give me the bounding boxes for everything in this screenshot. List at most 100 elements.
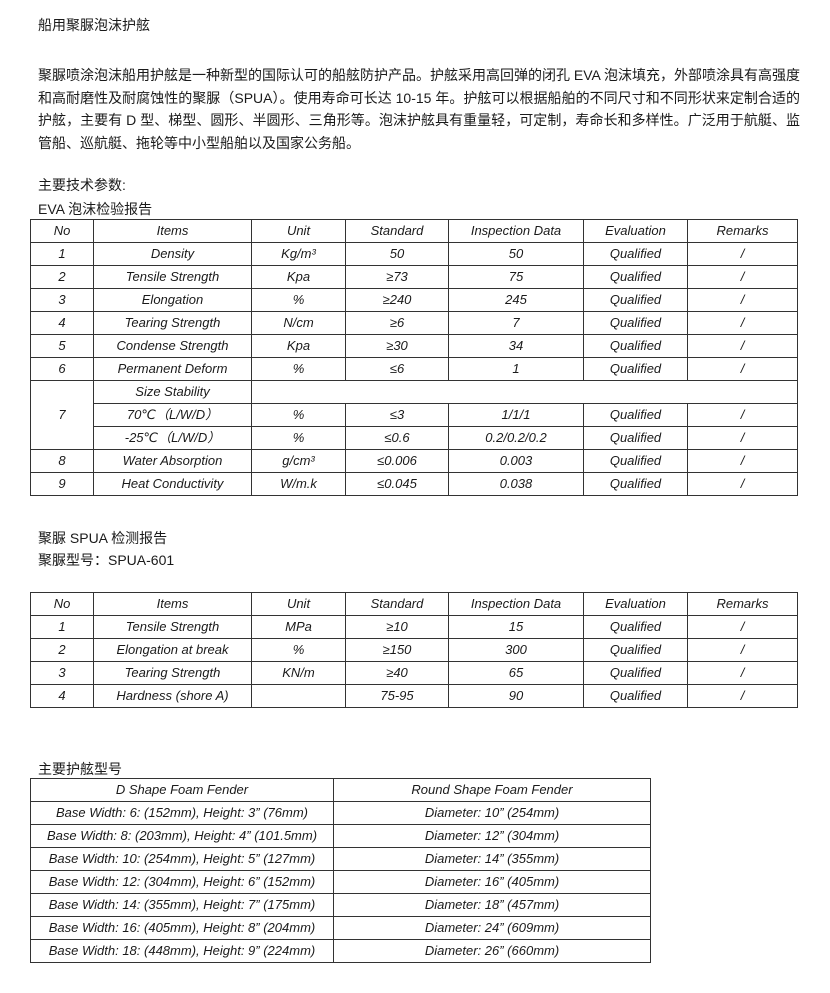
table-cell: 1: [30, 242, 94, 266]
table-cell: Heat Conductivity: [93, 472, 252, 496]
table-cell: /: [687, 638, 798, 662]
table-cell: 0.2/0.2/0.2: [448, 426, 584, 450]
table-cell: 50: [448, 242, 584, 266]
table-cell: Qualified: [583, 615, 688, 639]
table-cell: ≥30: [345, 334, 449, 358]
table-cell: /: [687, 661, 798, 685]
table-cell: 4: [30, 684, 94, 708]
table-cell: ≥73: [345, 265, 449, 289]
table-row: 1 Tensile Strength MPa ≥10 15 Qualified /: [30, 615, 798, 639]
table-cell: Inspection Data: [448, 592, 584, 616]
table-cell: Diameter: 18” (457mm): [333, 893, 651, 917]
table-row: 4 Hardness (shore A) 75-95 90 Qualified /: [30, 684, 798, 708]
table-cell: 5: [30, 334, 94, 358]
table-cell: 3: [30, 661, 94, 685]
eva-table: No Items Unit Standard Inspection Data Evalua…: [30, 219, 798, 496]
table-cell: Qualified: [583, 242, 688, 266]
table-cell: Qualified: [583, 661, 688, 685]
table-cell: Hardness (shore A): [93, 684, 252, 708]
table-cell: /: [687, 242, 798, 266]
table-cell: KN/m: [251, 661, 346, 685]
table-row: 8 Water Absorption g/cm³ ≤0.006 0.003 Qualifi…: [30, 449, 798, 473]
table-cell: %: [251, 357, 346, 381]
table-cell: Diameter: 24” (609mm): [333, 916, 651, 940]
table-cell: /: [687, 426, 798, 450]
table-row: 70℃（L/W/D）% ≤3 1/1/1 Qualified /: [31, 403, 798, 427]
table-cell: Base Width: 16: (405mm), Height: 8” (204…: [30, 916, 334, 940]
table-cell: Diameter: 10” (254mm): [333, 801, 651, 825]
table-cell: Unit: [251, 219, 346, 243]
table-cell: Condense Strength: [93, 334, 252, 358]
table-cell: ≤0.045: [345, 472, 449, 496]
table-row: Base Width: 12: (304mm), Height: 6” (152…: [30, 870, 651, 894]
table-row: 2 Elongation at break% ≥150 300 Qualified /: [30, 638, 798, 662]
table-row: Base Width: 16: (405mm), Height: 8” (204…: [30, 916, 651, 940]
table-cell: /: [687, 311, 798, 335]
table-cell: N/cm: [251, 311, 346, 335]
table-cell: [251, 684, 346, 708]
table-cell: Kg/m³: [251, 242, 346, 266]
table-cell: ≤3: [345, 403, 449, 427]
table-row: Base Width: 6: (152mm), Height: 3” (76mm…: [30, 801, 651, 825]
table-cell: No: [30, 219, 94, 243]
table-cell: Base Width: 8: (203mm), Height: 4” (101.…: [30, 824, 334, 848]
table-cell: 1: [448, 357, 584, 381]
table-cell: Unit: [251, 592, 346, 616]
table-cell: Diameter: 12” (304mm): [333, 824, 651, 848]
table-cell: 1/1/1: [448, 403, 584, 427]
table-cell: ≥10: [345, 615, 449, 639]
table-cell: Base Width: 14: (355mm), Height: 7” (175…: [30, 893, 334, 917]
table-row: Base Width: 14: (355mm), Height: 7” (175…: [30, 893, 651, 917]
table-cell: 34: [448, 334, 584, 358]
table-cell: ≥240: [345, 288, 449, 312]
table-cell: Qualified: [583, 638, 688, 662]
table-cell: 15: [448, 615, 584, 639]
table-cell: ≤0.006: [345, 449, 449, 473]
table-row: 9 Heat Conductivity W/m.k ≤0.045 0.038 Qualif…: [30, 472, 798, 496]
table-row: Base Width: 8: (203mm), Height: 4” (101.…: [30, 824, 651, 848]
models-heading: 主要护舷型号: [38, 761, 122, 777]
table-cell: 7: [448, 311, 584, 335]
table-cell: MPa: [251, 615, 346, 639]
spua-model: 聚脲型号：SPUA-601: [38, 552, 175, 568]
table-cell: 0.038: [448, 472, 584, 496]
table-cell: ≤6: [345, 357, 449, 381]
table-cell: Qualified: [583, 265, 688, 289]
table-cell: Items: [93, 592, 252, 616]
table-cell: Base Width: 18: (448mm), Height: 9” (224…: [30, 939, 334, 963]
table-cell: D Shape Foam Fender: [30, 778, 334, 802]
table-cell: Evaluation: [583, 592, 688, 616]
table-cell: Diameter: 26” (660mm): [333, 939, 651, 963]
table-cell: 70℃（L/W/D）: [93, 403, 252, 427]
table-cell: ≥150: [345, 638, 449, 662]
table-cell: Tearing Strength: [93, 661, 252, 685]
table-cell: Qualified: [583, 684, 688, 708]
table-cell: Qualified: [583, 449, 688, 473]
table-cell: Inspection Data: [448, 219, 584, 243]
table-cell: /: [687, 684, 798, 708]
table-cell: Water Absorption: [93, 449, 252, 473]
table-cell: %: [251, 288, 346, 312]
table-row: 3 Tearing Strength KN/m ≥40 65 Qualified /: [30, 661, 798, 685]
table-cell: %: [251, 426, 346, 450]
page-title: 船用聚脲泡沫护舷: [38, 17, 150, 33]
table-cell: 75: [448, 265, 584, 289]
table-cell: [251, 380, 798, 404]
table-row: Base Width: 18: (448mm), Height: 9” (224…: [30, 939, 651, 963]
table-cell: Size Stability: [93, 380, 252, 404]
table-cell: 2: [30, 638, 94, 662]
table-cell: 0.003: [448, 449, 584, 473]
table-cell: Kpa: [251, 334, 346, 358]
params-heading: 主要技术参数:: [38, 177, 126, 193]
table-cell: Round Shape Foam Fender: [333, 778, 651, 802]
table-cell: %: [251, 638, 346, 662]
table-cell: 245: [448, 288, 584, 312]
table-cell: Tensile Strength: [93, 265, 252, 289]
table-cell: Items: [93, 219, 252, 243]
table-row: 5 Condense Strength Kpa ≥30 34 Qualified /: [30, 334, 798, 358]
table-cell: Elongation at break: [93, 638, 252, 662]
table-cell: Evaluation: [583, 219, 688, 243]
fender-models-table: D Shape Foam Fender Round Shape Foam Fend…: [30, 778, 651, 963]
table-cell: Base Width: 12: (304mm), Height: 6” (152…: [30, 870, 334, 894]
table-row: 4 Tearing Strength N/cm ≥6 7 Qualified /: [30, 311, 798, 335]
